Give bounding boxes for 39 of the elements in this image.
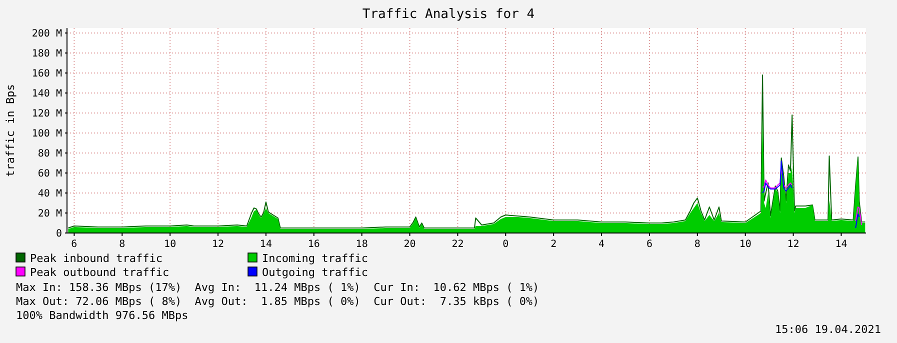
x-tick-label: 0 xyxy=(502,239,509,250)
y-tick-label: 120 M xyxy=(32,108,62,120)
y-tick-label: 60 M xyxy=(38,168,62,180)
x-tick-label: 8 xyxy=(119,239,126,250)
x-tick-label: 6 xyxy=(71,239,78,250)
x-tick-label: 12 xyxy=(787,239,800,250)
legend-label: Outgoing traffic xyxy=(262,266,368,279)
y-axis-title: traffic in Bps xyxy=(4,84,17,177)
x-tick-label: 14 xyxy=(260,239,272,250)
x-tick-label: 8 xyxy=(694,239,700,250)
x-tick-label: 22 xyxy=(452,239,464,250)
legend-label: Peak outbound traffic xyxy=(30,266,170,279)
y-tick-label: 0 xyxy=(56,228,62,240)
y-tick-label: 160 M xyxy=(32,68,62,80)
y-tick-label: 20 M xyxy=(38,208,62,220)
x-tick-label: 18 xyxy=(356,239,368,250)
x-tick-label: 20 xyxy=(404,239,416,250)
x-tick-label: 10 xyxy=(739,239,752,250)
x-tick-label: 4 xyxy=(598,239,605,250)
x-tick-label: 10 xyxy=(164,239,176,250)
y-tick-label: 200 M xyxy=(32,28,62,40)
y-tick-label: 80 M xyxy=(38,148,62,160)
text: 100% Bandwidth 976.56 MBps xyxy=(16,309,188,322)
text: 15:06 19.04.2021 xyxy=(775,323,881,336)
legend-label: Peak inbound traffic xyxy=(30,252,162,265)
x-tick-label: 16 xyxy=(308,239,320,250)
x-tick-label: 14 xyxy=(835,239,848,250)
x-tick-label: 12 xyxy=(212,239,224,250)
text: Max Out: 72.06 MBps ( 8%) Avg Out: 1.85 MBps ( 0%) Cur Out: 7.35 kBps ( 0%) xyxy=(16,295,540,308)
chart-title: Traffic Analysis for 4 xyxy=(362,7,535,22)
text: Max In: 158.36 MBps (17%) Avg In: 11.24 MBps ( 1%) Cur In: 10.62 MBps ( 1%) xyxy=(16,281,540,294)
y-tick-label: 40 M xyxy=(38,188,62,200)
x-tick-label: 6 xyxy=(646,239,652,250)
x-tick-label: 2 xyxy=(550,239,557,250)
y-tick-label: 180 M xyxy=(32,48,62,60)
line-series xyxy=(68,74,866,228)
y-tick-label: 140 M xyxy=(32,88,62,100)
y-tick-label: 100 M xyxy=(32,128,62,140)
legend-label: Incoming traffic xyxy=(262,252,368,265)
